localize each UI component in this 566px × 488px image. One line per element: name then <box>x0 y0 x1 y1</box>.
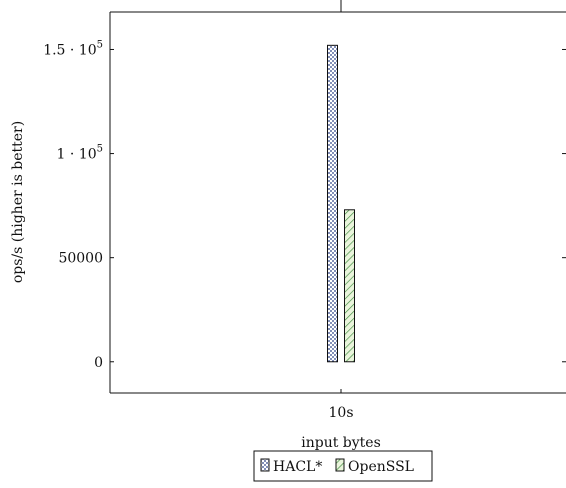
y-tick-label: 50000 <box>58 251 103 267</box>
y-tick-exponent: 5 <box>97 39 103 50</box>
y-tick-label: 1.5 · 105 <box>43 39 103 58</box>
y-axis: 0 50000 1 · 105 1.5 · 105 <box>43 39 566 371</box>
y-tick-label: 0 <box>94 355 103 371</box>
bar-hacl-0 <box>327 44 338 363</box>
legend-swatch-openssl <box>335 458 345 472</box>
y-tick-label: 1 · 105 <box>57 144 103 163</box>
legend: HACL* OpenSSL <box>253 450 433 482</box>
legend-swatch-hacl <box>260 458 270 472</box>
legend-label-openssl: OpenSSL <box>348 459 414 475</box>
x-axis: 10s <box>329 0 354 421</box>
plot-frame <box>109 11 566 394</box>
y-axis-title: ops/s (higher is better) <box>10 121 26 283</box>
x-tick-label: 10s <box>329 405 354 421</box>
x-axis-title: input bytes <box>301 435 381 451</box>
bar-openssl-0 <box>344 209 355 363</box>
legend-label-hacl: HACL* <box>273 459 322 475</box>
bars <box>327 44 355 363</box>
y-tick-exponent: 5 <box>97 144 103 155</box>
